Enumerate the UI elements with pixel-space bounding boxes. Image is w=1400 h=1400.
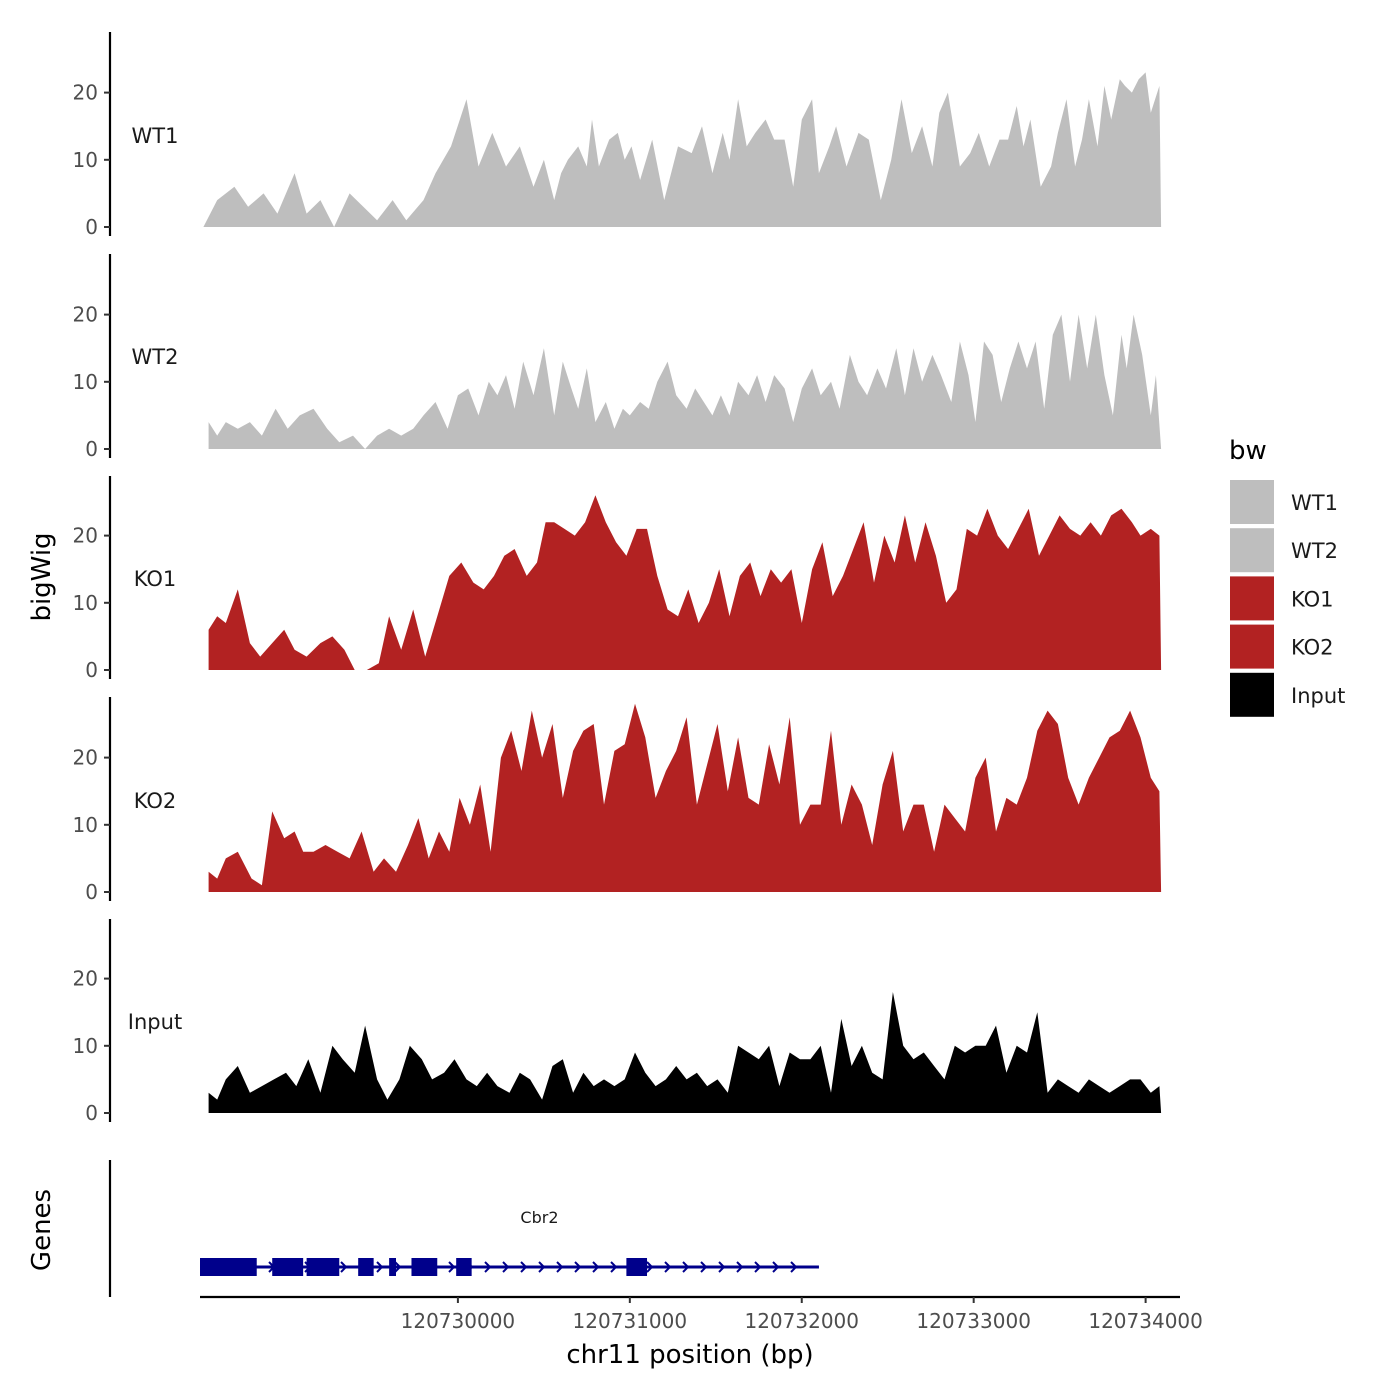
gene-cbr2-strand-arrow	[502, 1261, 510, 1273]
gene-cbr2-exon	[389, 1258, 396, 1276]
gene-cbr2-strand-arrow	[376, 1261, 384, 1273]
legend-item-wt1: WT1	[1230, 480, 1338, 524]
track-wt1-y-tick-label: 10	[73, 148, 98, 172]
track-ko2-y-tick-label: 10	[73, 813, 98, 837]
x-tick-label: 120731000	[573, 1309, 688, 1333]
legend-swatch-ko1	[1230, 576, 1274, 621]
track-wt1-y-tick-label: 20	[73, 81, 98, 105]
track-wt1-y-tick-label: 0	[85, 215, 98, 239]
track-wt1-area	[203, 72, 1162, 228]
gene-cbr2-strand-arrow	[556, 1261, 564, 1273]
legend-label-ko2: KO2	[1291, 636, 1334, 660]
legend-swatch-input	[1230, 672, 1274, 717]
gene-cbr2-exon	[358, 1258, 374, 1276]
track-ko2-area	[208, 703, 1162, 892]
legend-swatch-wt2	[1230, 528, 1274, 573]
gene-cbr2-strand-arrow	[682, 1261, 690, 1273]
track-input-area	[208, 992, 1162, 1113]
gene-cbr2-strand-arrow	[700, 1261, 708, 1273]
gene-cbr2-exon	[456, 1258, 472, 1276]
gene-cbr2-strand-arrow	[718, 1261, 726, 1273]
track-ko2-label: KO2	[134, 789, 177, 813]
legend-swatch-ko2	[1230, 624, 1274, 669]
track-panels: 0 10 20 WT1 0 10 20 WT2 0 10 20 KO1 0 10 20 KO2 0 10 20 Inp…	[73, 32, 1162, 1125]
x-tick-label: 120732000	[744, 1309, 859, 1333]
x-tick-label: 120730000	[401, 1309, 516, 1333]
track-wt2-y-tick-label: 20	[73, 303, 98, 327]
track-ko2-y-tick-label: 20	[73, 746, 98, 770]
gene-cbr2-strand-arrow	[610, 1261, 618, 1273]
x-axis-title: chr11 position (bp)	[566, 1340, 813, 1370]
gene-panel: Cbr2	[108, 1160, 819, 1297]
gene-cbr2-strand-arrow	[736, 1261, 744, 1273]
track-ko1-y-tick-label: 10	[73, 591, 98, 615]
track-input-label: Input	[128, 1010, 182, 1034]
gene-cbr2-strand-arrow	[646, 1261, 654, 1273]
track-input-y-tick-label: 0	[85, 1101, 98, 1125]
gene-cbr2: Cbr2	[200, 1208, 819, 1276]
genes-axis-title: Genes	[27, 1189, 57, 1271]
legend-item-ko1: KO1	[1230, 576, 1334, 621]
gene-cbr2-exon	[306, 1258, 340, 1276]
gene-cbr2-strand-arrow	[448, 1261, 456, 1273]
track-wt2-area	[208, 314, 1162, 449]
track-wt2: 0 10 20 WT2	[73, 254, 1162, 461]
legend-swatch-wt1	[1230, 480, 1274, 524]
gene-cbr2-strand-arrow	[538, 1261, 546, 1273]
gene-cbr2-strand-arrow	[340, 1261, 348, 1273]
track-wt1-label: WT1	[132, 124, 179, 148]
track-ko2: 0 10 20 KO2	[73, 697, 1162, 904]
x-tick-label: 120734000	[1088, 1309, 1203, 1333]
track-wt1: 0 10 20 WT1	[73, 32, 1162, 239]
track-ko2-y-tick-label: 0	[85, 880, 98, 904]
gene-cbr2-label: Cbr2	[520, 1208, 558, 1227]
gene-cbr2-strand-arrow	[790, 1261, 798, 1273]
legend-label-wt2: WT2	[1291, 539, 1338, 563]
legend-title: bw	[1229, 436, 1267, 466]
track-input: 0 10 20 Input	[73, 919, 1162, 1125]
gene-cbr2-strand-arrow	[484, 1261, 492, 1273]
track-wt2-y-tick-label: 0	[85, 437, 98, 461]
track-wt2-y-tick-label: 10	[73, 370, 98, 394]
legend-label-input: Input	[1291, 684, 1345, 708]
legend-item-ko2: KO2	[1230, 624, 1334, 669]
gene-cbr2-exon	[626, 1258, 648, 1276]
gene-cbr2-strand-arrow	[520, 1261, 528, 1273]
gene-cbr2-strand-arrow	[664, 1261, 672, 1273]
x-tick-label: 120733000	[916, 1309, 1031, 1333]
gene-cbr2-strand-arrow	[394, 1261, 402, 1273]
legend: WT1 WT2 KO1 KO2 Input	[1230, 480, 1345, 717]
gene-cbr2-exon	[200, 1258, 257, 1276]
track-ko1-label: KO1	[134, 567, 177, 591]
gene-cbr2-exon	[411, 1258, 438, 1276]
gene-cbr2-strand-arrow	[574, 1261, 582, 1273]
track-ko1-y-tick-label: 0	[85, 658, 98, 682]
gene-cbr2-strand-arrow	[592, 1261, 600, 1273]
track-ko1-area	[208, 495, 1162, 670]
gene-cbr2-strand-arrow	[754, 1261, 762, 1273]
track-input-y-tick-label: 10	[73, 1034, 98, 1058]
legend-item-input: Input	[1230, 672, 1345, 717]
gene-cbr2-strand-arrow	[772, 1261, 780, 1273]
track-wt2-label: WT2	[132, 345, 179, 369]
y-axis-title: bigWig	[27, 532, 57, 621]
track-ko1-y-tick-label: 20	[73, 524, 98, 548]
track-input-y-tick-label: 20	[73, 967, 98, 991]
gene-cbr2-exon	[272, 1258, 304, 1276]
legend-label-ko1: KO1	[1291, 587, 1334, 611]
x-axis: 120730000 120731000 120732000 120733000 1207…	[200, 1295, 1203, 1333]
legend-label-wt1: WT1	[1291, 491, 1338, 515]
legend-item-wt2: WT2	[1230, 528, 1338, 573]
track-ko1: 0 10 20 KO1	[73, 476, 1162, 682]
